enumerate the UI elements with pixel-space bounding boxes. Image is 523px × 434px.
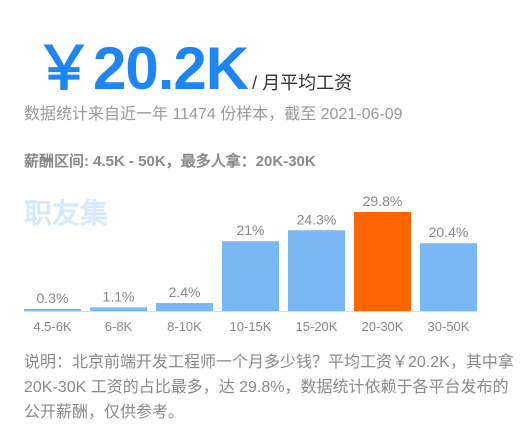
category-label-8-10K: 8-10K [167,319,202,334]
average-salary-unit: / 月平均工资 [252,73,353,93]
category-label-10-15K: 10-15K [230,319,272,334]
bar-15-20K [288,230,345,311]
value-label-30-50K: 20.4% [429,224,469,240]
value-label-4.5-6K: 0.3% [37,290,69,306]
category-label-4.5-6K: 4.5-6K [33,319,72,334]
sample-stat-text: 数据统计来自近一年 11474 份样本，截至 2021-06-09 [24,106,403,123]
bar-20-30K [354,212,411,311]
bar-6-8K [90,307,147,311]
value-label-6-8K: 1.1% [103,288,135,304]
category-label-30-50K: 30-50K [428,319,470,334]
salary-distribution-chart: 0.3% 4.5-6K 1.1% 6-8K 2.4% 8-10K 21% 10-15K 24.3… [24,193,477,334]
value-label-8-10K: 2.4% [169,284,201,300]
category-label-15-20K: 15-20K [296,319,338,334]
category-label-20-30K: 20-30K [362,319,404,334]
value-label-15-20K: 24.3% [297,211,337,227]
value-label-10-15K: 21% [236,222,264,238]
description-text: 说明：北京前端开发工程师一个月多少钱？平均工资￥20.2K，其中拿 20K-30… [24,354,514,421]
average-salary-value: ￥20.2K [34,35,249,102]
average-salary-headline: ￥20.2K / 月平均工资 [34,20,352,107]
watermark-logo: 职友集 [24,198,109,229]
value-label-20-30K: 29.8% [363,193,403,209]
category-label-6-8K: 6-8K [105,319,133,334]
bar-4.5-6K [24,309,81,311]
bar-30-50K [420,243,477,311]
salary-range-text: 薪酬区间: 4.5K - 50K，最多人拿：20K-30K [24,153,316,170]
bar-10-15K [222,241,279,311]
bar-8-10K [156,303,213,311]
